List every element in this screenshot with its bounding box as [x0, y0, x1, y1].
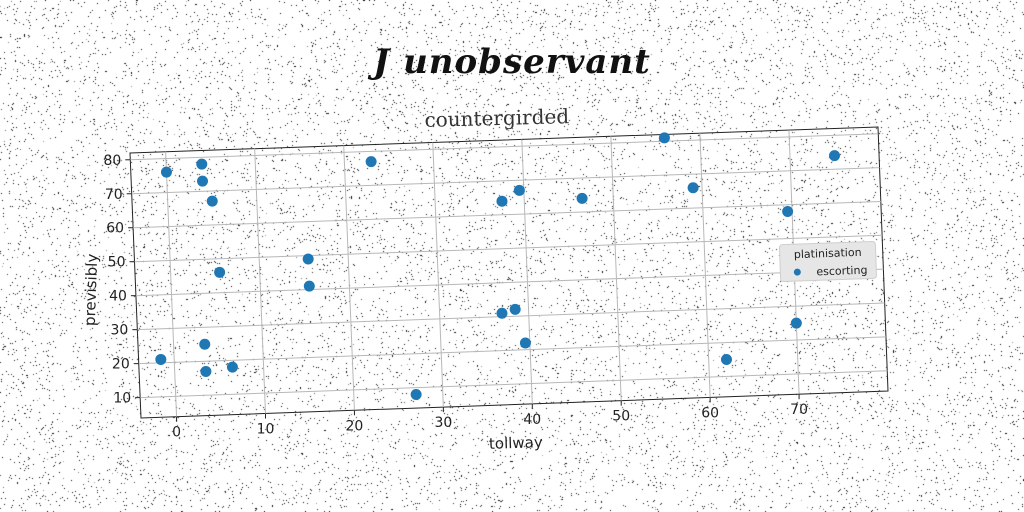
legend: platinisation escorting — [778, 240, 877, 283]
x-tick-label: 60 — [701, 405, 719, 421]
legend-box — [778, 240, 877, 283]
data-point — [687, 182, 699, 194]
y-gridline — [135, 268, 884, 297]
x-gridline — [610, 136, 622, 401]
y-tick-label: 50 — [108, 255, 126, 271]
legend-title: platinisation — [794, 246, 862, 261]
data-point — [496, 195, 508, 207]
data-point — [199, 338, 211, 350]
data-point — [829, 150, 841, 162]
data-point — [782, 206, 794, 218]
legend-marker — [793, 268, 801, 276]
x-tick-label: 30 — [434, 415, 452, 431]
data-point — [303, 280, 315, 292]
x-tick-label: 0 — [172, 425, 181, 441]
y-tick-label: 10 — [113, 391, 131, 407]
y-tick-label: 40 — [109, 289, 127, 305]
x-tick-label: 50 — [612, 409, 630, 425]
data-point — [206, 195, 218, 207]
x-tick-label: 10 — [257, 422, 275, 438]
plot-area: 0 10 20 30 40 50 60 70 10 20 30 40 50 60 70 80 tollway pr… — [81, 126, 889, 453]
data-point — [200, 365, 212, 377]
data-point — [513, 184, 525, 196]
data-point — [496, 307, 508, 319]
x-gridline — [165, 151, 178, 417]
x-gridline — [254, 148, 266, 414]
chart-title: countergirded — [424, 104, 569, 132]
data-point — [155, 353, 167, 365]
data-point — [302, 253, 314, 265]
data-point — [720, 354, 732, 366]
figure-title: J unobservant — [373, 42, 651, 82]
data-point — [365, 156, 377, 168]
x-gridline — [343, 145, 355, 411]
y-tick-label: 20 — [112, 357, 130, 373]
data-point — [226, 361, 238, 373]
y-tick-label: 70 — [105, 187, 123, 203]
data-point — [658, 132, 670, 144]
data-point — [196, 175, 208, 187]
y-tick-label: 80 — [103, 153, 121, 169]
y-axis-label: previsibly — [81, 253, 102, 326]
x-tick-label: 20 — [346, 418, 364, 434]
data-point — [214, 266, 226, 278]
x-gridline — [521, 139, 533, 404]
data-point — [576, 192, 588, 204]
x-tick-label: 70 — [790, 402, 808, 418]
data-point — [196, 158, 208, 170]
y-gridline — [133, 200, 881, 229]
x-gridline — [699, 133, 711, 398]
data-point — [509, 303, 521, 315]
x-axis-label: tollway — [489, 433, 543, 453]
data-point — [410, 388, 422, 400]
data-point — [790, 317, 802, 329]
y-tick-label: 60 — [106, 221, 124, 237]
y-gridline — [138, 336, 886, 365]
y-tick-label: 30 — [111, 323, 129, 339]
y-gridline — [131, 167, 880, 195]
y-gridline — [140, 370, 888, 399]
y-gridline — [137, 302, 885, 331]
x-tick-label: 40 — [523, 412, 541, 428]
x-gridline — [432, 142, 444, 408]
data-point — [160, 166, 172, 178]
data-point — [519, 337, 531, 349]
y-gridline — [134, 234, 883, 263]
legend-label: escorting — [816, 264, 868, 279]
y-gridline — [130, 133, 879, 161]
